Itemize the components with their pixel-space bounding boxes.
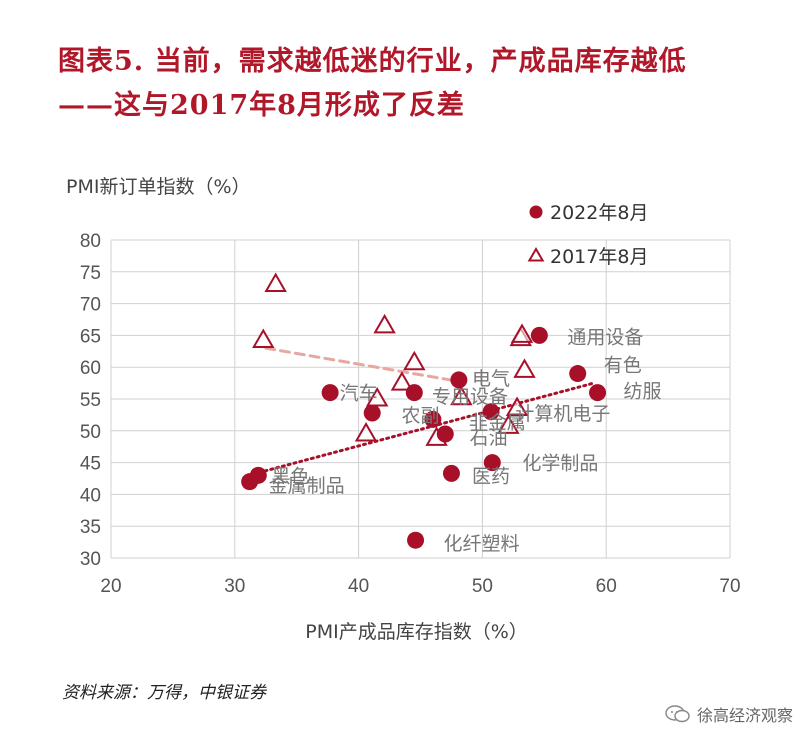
chart-area: 通用设备有色纺服化纤塑料 汽车 专用设备 电气农副 非金属 计算机电子 石油 化学制品 医药 黑色… [0, 160, 811, 660]
chart-title-line-2: ——这与2017年8月形成了反差 [58, 90, 465, 121]
annotation-label: 黑色 [272, 465, 310, 487]
point-2017 [354, 421, 378, 442]
point-2017 [510, 323, 534, 343]
annotation-label: 非金属 [469, 411, 526, 433]
point-2022 [442, 464, 460, 482]
annotation-label: 农副 [401, 405, 439, 427]
point-2022 [321, 384, 339, 402]
point-2022 [450, 371, 468, 389]
point-2022 [436, 425, 454, 443]
watermark-text: 徐高经济观察 [696, 706, 793, 725]
data-label: 通用设备 [567, 326, 643, 348]
annotation-label: 化学制品 [522, 453, 598, 475]
legend-marker-2017 [527, 246, 545, 262]
wechat-icon [665, 705, 690, 723]
point-2017 [252, 328, 275, 348]
point-2022 [483, 454, 501, 472]
point-2017 [513, 358, 536, 378]
trendline-layer [251, 346, 596, 476]
point-2022 [482, 403, 500, 421]
point-2017 [390, 371, 414, 391]
x-axis-title: PMI产成品库存指数（%） [305, 621, 528, 643]
source-note: 资料来源：万得，中银证券 [62, 683, 266, 703]
point-2022 [407, 531, 425, 549]
x-tick-label: 30 [224, 576, 245, 597]
y-tick-label: 80 [80, 231, 101, 252]
trendline-2017 [264, 346, 460, 383]
points-layer [241, 272, 607, 549]
y-tick-label: 65 [80, 326, 101, 347]
x-tick-label: 20 [100, 576, 121, 597]
annotation-label: 计算机电子 [515, 403, 610, 425]
point-2022 [363, 404, 381, 422]
data-label: 有色 [604, 355, 642, 377]
y-axis-title: PMI新订单指数（%） [66, 176, 251, 198]
data-label: 化纤塑料 [444, 533, 520, 555]
point-2022 [405, 384, 423, 402]
x-tick-label: 50 [472, 576, 493, 597]
point-2017 [450, 385, 473, 406]
annotation-label: 汽车 [340, 383, 378, 405]
legend-marker-2022 [529, 205, 543, 219]
watermark: 徐高经济观察 [665, 702, 793, 726]
trendline-2022 [251, 381, 596, 476]
legend-label-2022: 2022年8月 [550, 202, 648, 224]
point-2017 [365, 386, 389, 407]
y-tick-label: 55 [80, 390, 101, 411]
point-2022 [249, 466, 267, 484]
point-2022 [424, 410, 442, 428]
point-2022 [569, 365, 587, 383]
annotation-label: 电气 [472, 368, 510, 390]
point-2017 [264, 272, 287, 293]
legend: 2022年8月 2017年8月 [527, 202, 648, 268]
x-tick-label: 60 [596, 576, 617, 597]
point-2017 [497, 414, 520, 434]
y-tick-label: 35 [80, 517, 101, 538]
y-tick-label: 50 [80, 422, 101, 443]
x-tick-label: 70 [719, 576, 740, 597]
point-2017 [373, 313, 396, 334]
chart-title-line-1: 图表5. 当前，需求越低迷的行业，产成品库存越低 [58, 46, 687, 77]
annotation-label: 医药 [472, 465, 510, 487]
y-tick-label: 75 [80, 263, 101, 284]
data-label: 纺服 [624, 381, 662, 403]
annotation-label: 金属制品 [269, 475, 345, 497]
point-2022 [530, 326, 548, 344]
y-tick-label: 60 [80, 358, 101, 379]
point-2017 [403, 350, 426, 371]
legend-label-2017: 2017年8月 [550, 246, 648, 268]
y-tick-label: 45 [80, 454, 101, 475]
annotation-label: 专用设备 [432, 386, 508, 408]
y-tick-label: 70 [80, 295, 101, 316]
chart-title-block: 图表5. 当前，需求越低迷的行业，产成品库存越低 ——这与2017年8月形成了反… [58, 40, 798, 128]
y-tick-label: 40 [80, 485, 101, 506]
x-tick-label: 40 [348, 576, 369, 597]
y-tick-label: 30 [80, 549, 101, 570]
axis-layer: 20 30 40 50 60 70 30 35 40 45 50 55 60 65 70 75 80 PMI产成品… [66, 176, 741, 643]
point-2022 [589, 384, 607, 402]
point-2017 [505, 396, 529, 417]
annotation-label: 石油 [470, 427, 508, 449]
